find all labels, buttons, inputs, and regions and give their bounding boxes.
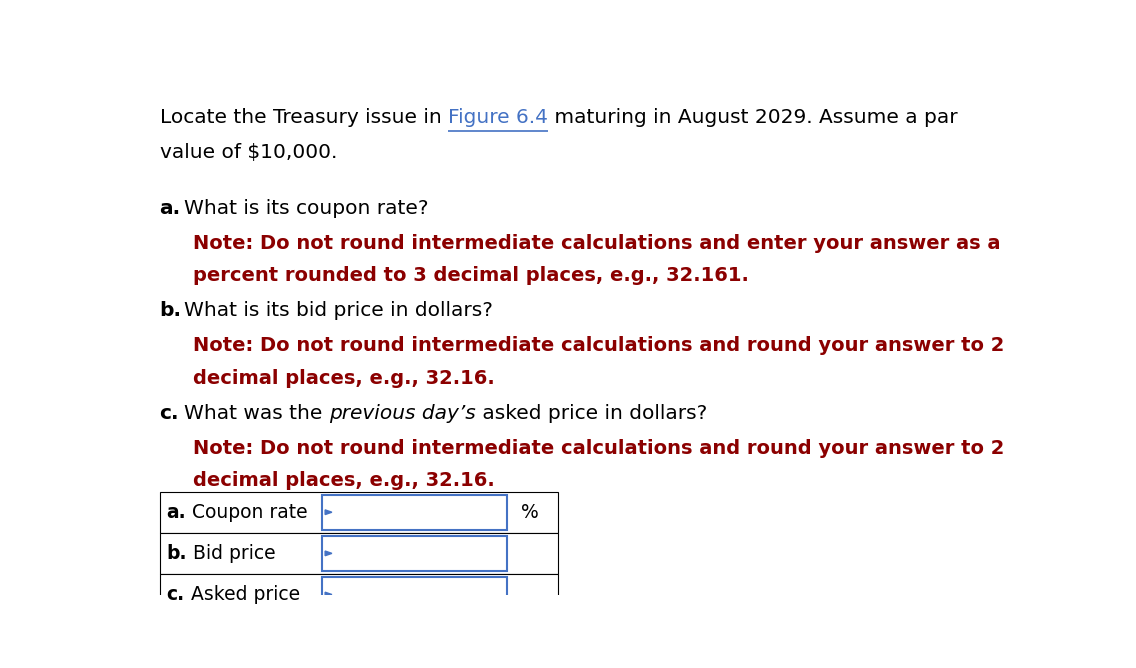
Text: c.: c.	[167, 585, 185, 604]
Polygon shape	[325, 551, 332, 556]
Text: Asked price: Asked price	[185, 585, 300, 604]
Text: decimal places, e.g., 32.16.: decimal places, e.g., 32.16.	[193, 369, 495, 387]
Text: Figure 6.4: Figure 6.4	[448, 108, 548, 128]
Text: percent rounded to 3 decimal places, e.g., 32.161.: percent rounded to 3 decimal places, e.g…	[193, 267, 749, 285]
Bar	[159, 533, 559, 574]
Polygon shape	[325, 592, 332, 597]
Text: a.: a.	[167, 503, 186, 522]
Bar	[159, 574, 559, 615]
Text: Note: Do not round intermediate calculations and enter your answer as a: Note: Do not round intermediate calculat…	[193, 234, 1001, 253]
Text: Note: Do not round intermediate calculations and round your answer to 2: Note: Do not round intermediate calculat…	[193, 336, 1004, 355]
Text: c.: c.	[159, 403, 179, 423]
Text: maturing in August 2029. Assume a par: maturing in August 2029. Assume a par	[548, 108, 958, 128]
Bar	[323, 577, 508, 612]
Bar	[323, 495, 508, 530]
Text: Note: Do not round intermediate calculations and round your answer to 2: Note: Do not round intermediate calculat…	[193, 439, 1004, 458]
Text: a.: a.	[159, 199, 181, 218]
Text: decimal places, e.g., 32.16.: decimal places, e.g., 32.16.	[193, 471, 495, 490]
Text: Coupon rate: Coupon rate	[186, 503, 308, 522]
Text: previous day’s: previous day’s	[329, 403, 476, 423]
Text: What was the: What was the	[184, 403, 329, 423]
Text: %: %	[521, 503, 540, 522]
Bar	[323, 536, 508, 571]
Text: Locate the Treasury issue in: Locate the Treasury issue in	[159, 108, 448, 128]
Text: asked price in dollars?: asked price in dollars?	[476, 403, 707, 423]
Text: value of $10,000.: value of $10,000.	[159, 144, 337, 162]
Text: Bid price: Bid price	[187, 544, 276, 563]
Text: b.: b.	[167, 544, 187, 563]
Polygon shape	[325, 510, 332, 514]
Text: What is its bid price in dollars?: What is its bid price in dollars?	[184, 301, 493, 321]
Text: b.: b.	[159, 301, 182, 321]
Bar	[159, 492, 559, 533]
Text: What is its coupon rate?: What is its coupon rate?	[184, 199, 428, 218]
